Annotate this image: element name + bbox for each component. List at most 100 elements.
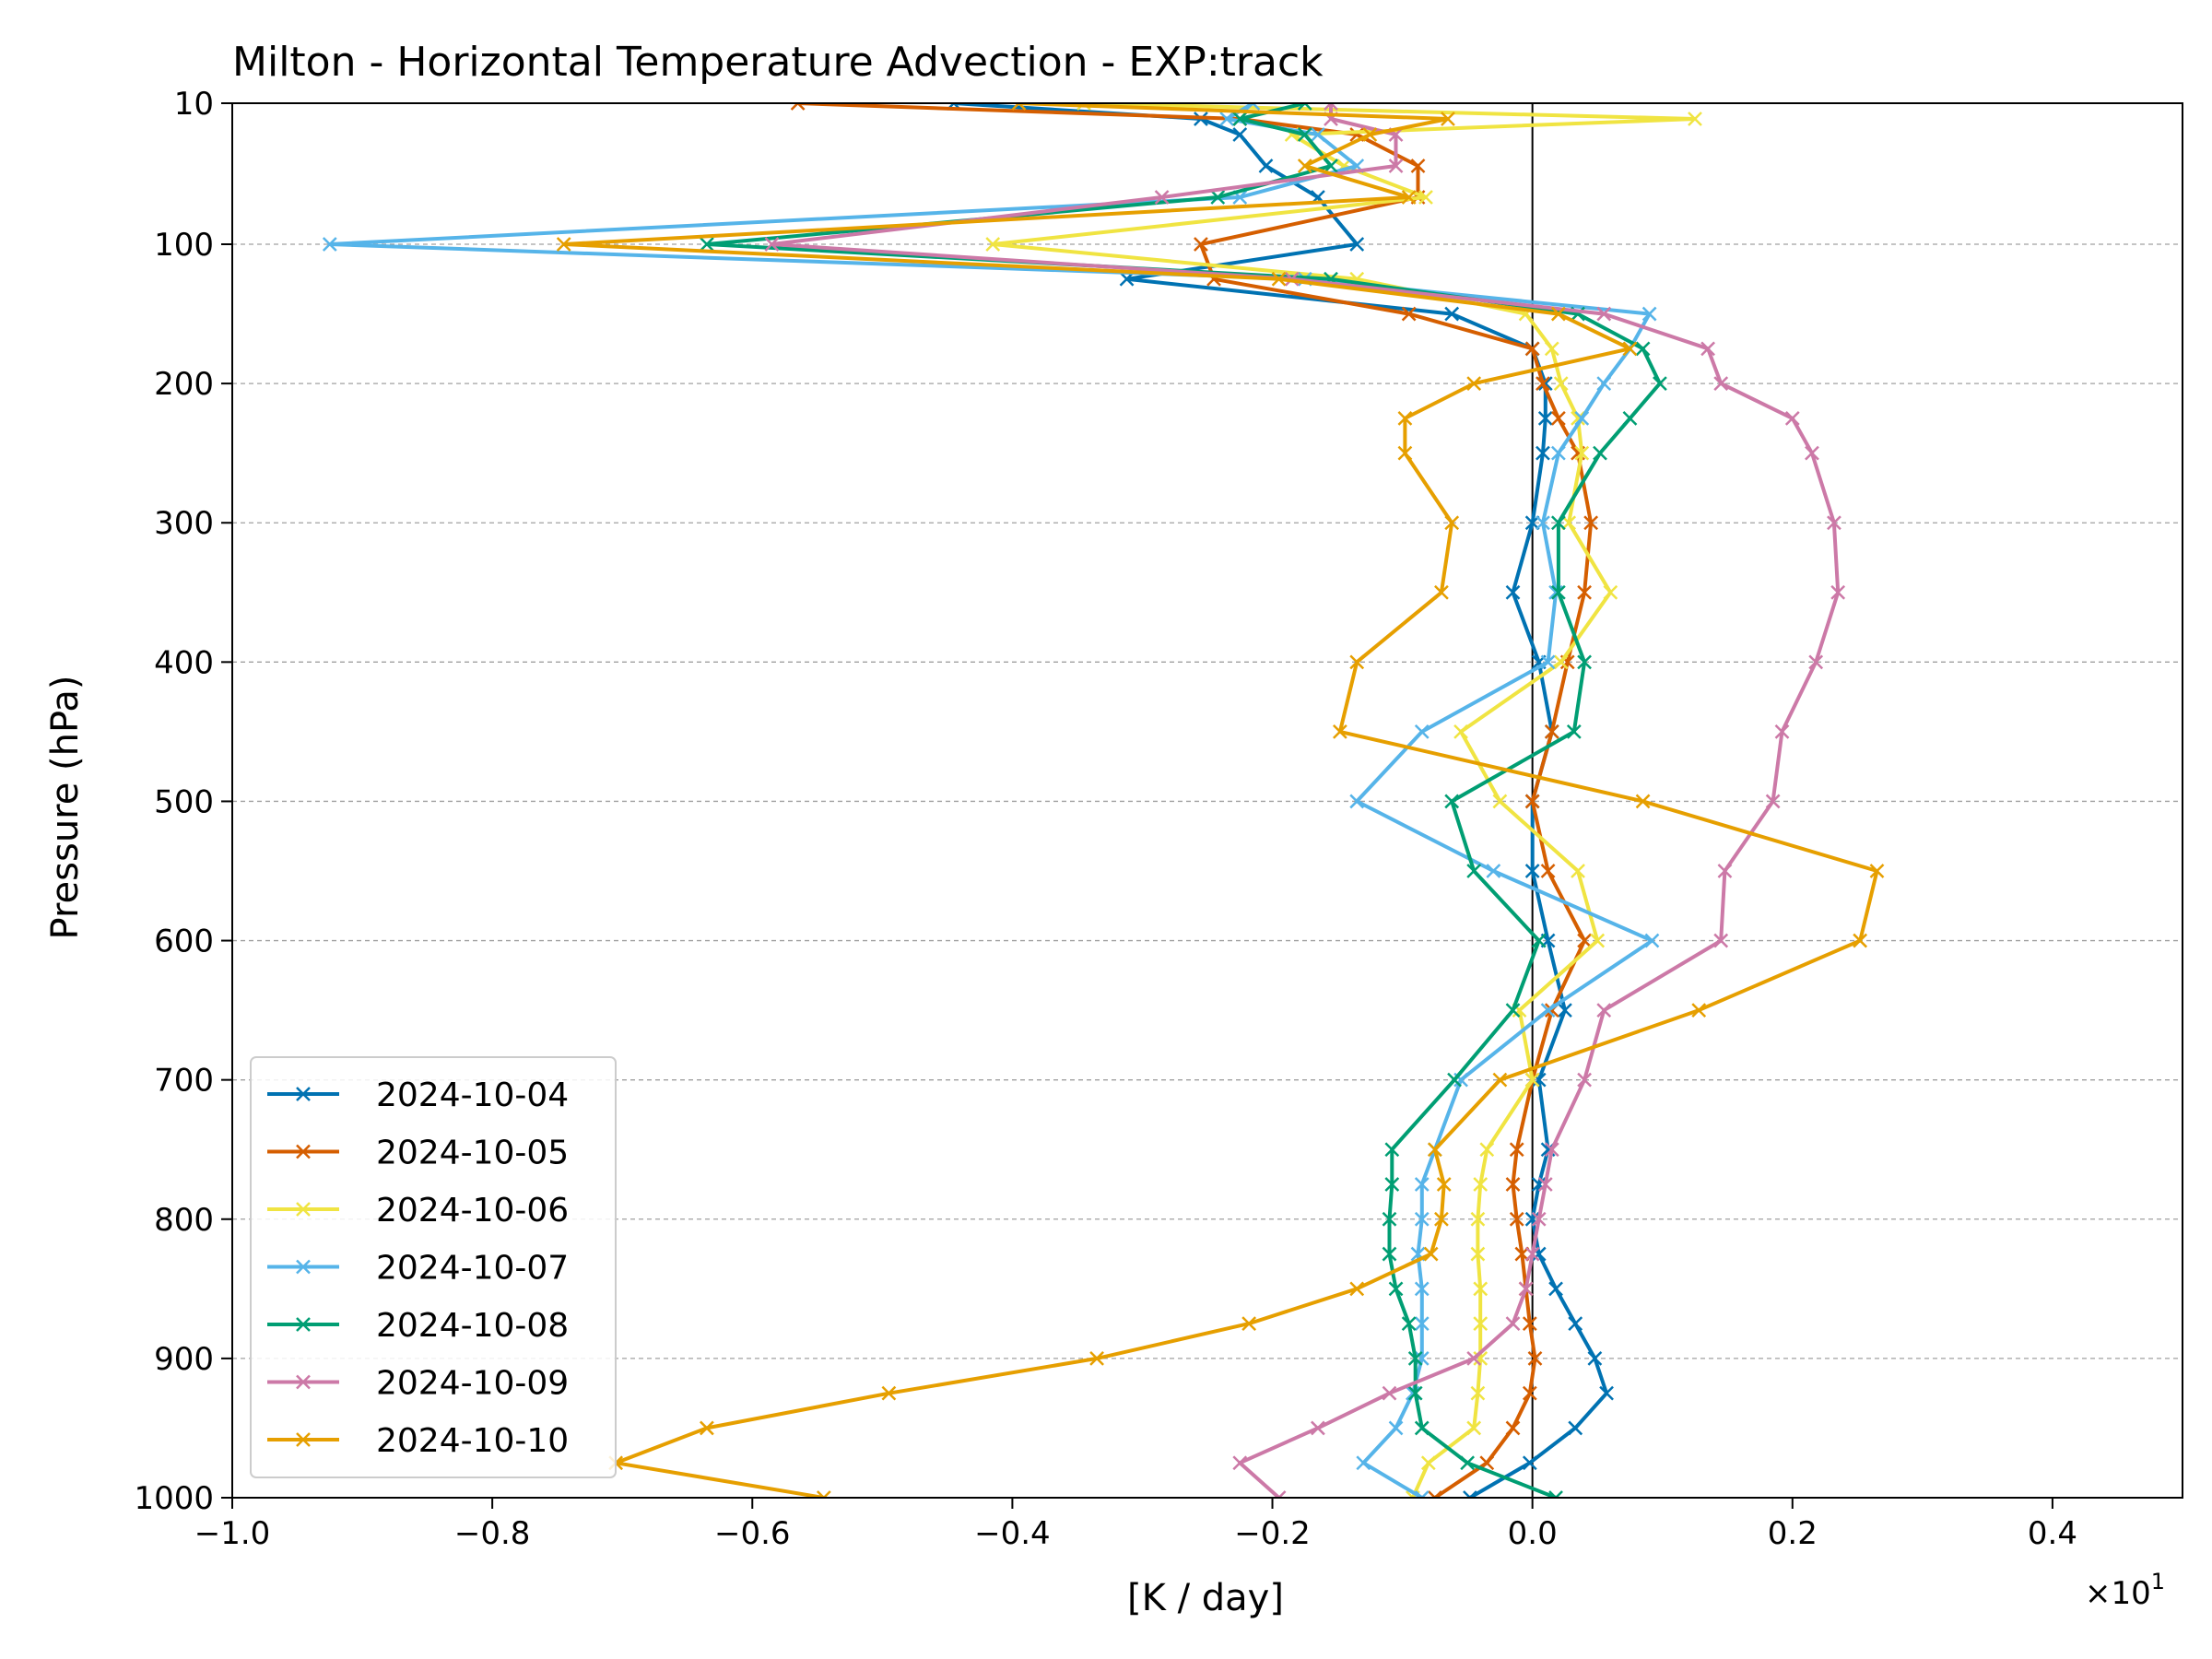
series-line bbox=[704, 103, 1662, 1498]
data-point-marker bbox=[1544, 341, 1559, 357]
data-point-marker bbox=[1808, 654, 1824, 670]
data-point-marker bbox=[1524, 341, 1540, 357]
data-point-marker bbox=[700, 237, 714, 252]
data-point-marker bbox=[1324, 159, 1338, 173]
y-tick-label: 500 bbox=[154, 783, 214, 820]
data-point-marker bbox=[1587, 1351, 1603, 1366]
legend: 2024-10-04 2024-10-05 2024-10-06 2024-10-07… bbox=[250, 1056, 617, 1478]
data-point-marker bbox=[1444, 515, 1460, 531]
data-point-marker bbox=[1784, 411, 1800, 426]
data-point-marker bbox=[1830, 584, 1846, 600]
x-tick-label: −0.8 bbox=[454, 1515, 531, 1552]
legend-label: 2024-10-06 bbox=[376, 1192, 569, 1230]
y-tick-label: 10 bbox=[174, 86, 214, 123]
data-point-marker bbox=[1509, 1142, 1524, 1158]
data-point-marker bbox=[1596, 376, 1612, 391]
data-point-marker bbox=[1011, 103, 1027, 111]
data-point-marker bbox=[1297, 127, 1312, 142]
data-point-marker bbox=[1414, 1281, 1430, 1297]
data-point-marker bbox=[1531, 933, 1547, 948]
data-point-marker bbox=[1466, 376, 1482, 391]
y-tick-label: 1000 bbox=[134, 1480, 214, 1517]
data-point-marker bbox=[1397, 411, 1413, 426]
data-point-marker bbox=[1522, 1316, 1537, 1331]
data-point-marker bbox=[1688, 112, 1702, 126]
legend-swatch-marker bbox=[296, 1374, 311, 1390]
series-line bbox=[770, 103, 1841, 1498]
data-point-marker bbox=[1509, 1211, 1524, 1227]
data-point-marker bbox=[1473, 1316, 1488, 1331]
data-point-marker bbox=[1593, 445, 1607, 461]
legend-swatch-marker bbox=[296, 1087, 311, 1101]
data-point-marker bbox=[1717, 864, 1733, 878]
series-line bbox=[797, 103, 1594, 1498]
data-point-marker bbox=[1362, 127, 1378, 142]
data-point-marker bbox=[1324, 103, 1338, 111]
data-point-marker bbox=[1382, 1211, 1397, 1227]
data-point-marker bbox=[1531, 1211, 1547, 1227]
data-point-marker bbox=[1423, 1246, 1439, 1262]
legend-label: 2024-10-08 bbox=[376, 1307, 569, 1345]
x-axis-multiplier: ×101 bbox=[2085, 1569, 2165, 1612]
x-tick-label: 0.0 bbox=[1508, 1515, 1558, 1552]
data-point-marker bbox=[1691, 1003, 1707, 1018]
data-point-marker bbox=[1271, 271, 1287, 287]
plot-series-group bbox=[322, 103, 1885, 1498]
data-point-marker bbox=[1535, 445, 1550, 461]
legend-label: 2024-10-07 bbox=[376, 1250, 569, 1288]
data-point-marker bbox=[1574, 411, 1590, 426]
data-point-marker bbox=[1622, 341, 1638, 357]
data-point-marker bbox=[1571, 411, 1585, 426]
x-multiplier-base: ×10 bbox=[2085, 1575, 2151, 1612]
data-point-marker bbox=[1349, 654, 1365, 670]
data-point-marker bbox=[1505, 584, 1521, 600]
data-point-marker bbox=[1414, 1490, 1430, 1498]
data-point-marker bbox=[1414, 724, 1430, 739]
legend-swatch-marker bbox=[296, 1202, 311, 1217]
data-point-marker bbox=[1241, 1316, 1257, 1331]
y-tick-label: 700 bbox=[154, 1063, 214, 1100]
data-point-marker bbox=[1540, 654, 1556, 670]
data-point-marker bbox=[1466, 864, 1482, 878]
data-point-marker bbox=[1765, 794, 1781, 809]
data-point-marker bbox=[1568, 1316, 1583, 1331]
data-point-marker bbox=[1527, 1351, 1543, 1366]
data-point-marker bbox=[1550, 306, 1566, 322]
data-point-marker bbox=[1561, 515, 1577, 531]
data-point-marker bbox=[1550, 584, 1566, 600]
y-tick-label: 800 bbox=[154, 1202, 214, 1239]
series-line bbox=[327, 103, 1654, 1498]
data-point-marker bbox=[1524, 1246, 1540, 1262]
data-point-marker bbox=[1713, 933, 1729, 948]
data-point-marker bbox=[1473, 1177, 1488, 1192]
data-point-marker bbox=[1535, 376, 1550, 391]
x-tick-label: −0.6 bbox=[714, 1515, 791, 1552]
data-point-marker bbox=[1401, 190, 1417, 205]
data-point-marker bbox=[1571, 864, 1585, 878]
data-point-marker bbox=[1401, 306, 1417, 322]
data-point-marker bbox=[816, 1490, 831, 1498]
data-point-marker bbox=[1232, 1455, 1248, 1471]
data-point-marker bbox=[1384, 1142, 1400, 1158]
series-line bbox=[561, 103, 1879, 1498]
y-tick-label: 600 bbox=[154, 924, 214, 960]
data-point-marker bbox=[1590, 933, 1606, 948]
data-point-marker bbox=[1827, 515, 1841, 531]
data-point-marker bbox=[1154, 190, 1170, 205]
series-line bbox=[991, 103, 1697, 1498]
data-point-marker bbox=[1568, 1420, 1583, 1436]
data-point-marker bbox=[1466, 1420, 1482, 1436]
x-tick-label: −0.4 bbox=[974, 1515, 1051, 1552]
legend-swatch-marker bbox=[296, 1432, 311, 1447]
data-point-marker bbox=[1518, 1281, 1534, 1297]
data-point-marker bbox=[1297, 103, 1312, 111]
data-point-marker bbox=[1232, 112, 1248, 126]
data-point-marker bbox=[1505, 1316, 1521, 1331]
data-point-marker bbox=[1635, 794, 1651, 809]
data-point-marker bbox=[1453, 724, 1468, 739]
data-point-marker bbox=[1622, 411, 1638, 426]
y-tick-label: 100 bbox=[154, 227, 214, 264]
data-point-marker bbox=[1382, 1246, 1397, 1262]
data-point-marker bbox=[1599, 1385, 1614, 1401]
